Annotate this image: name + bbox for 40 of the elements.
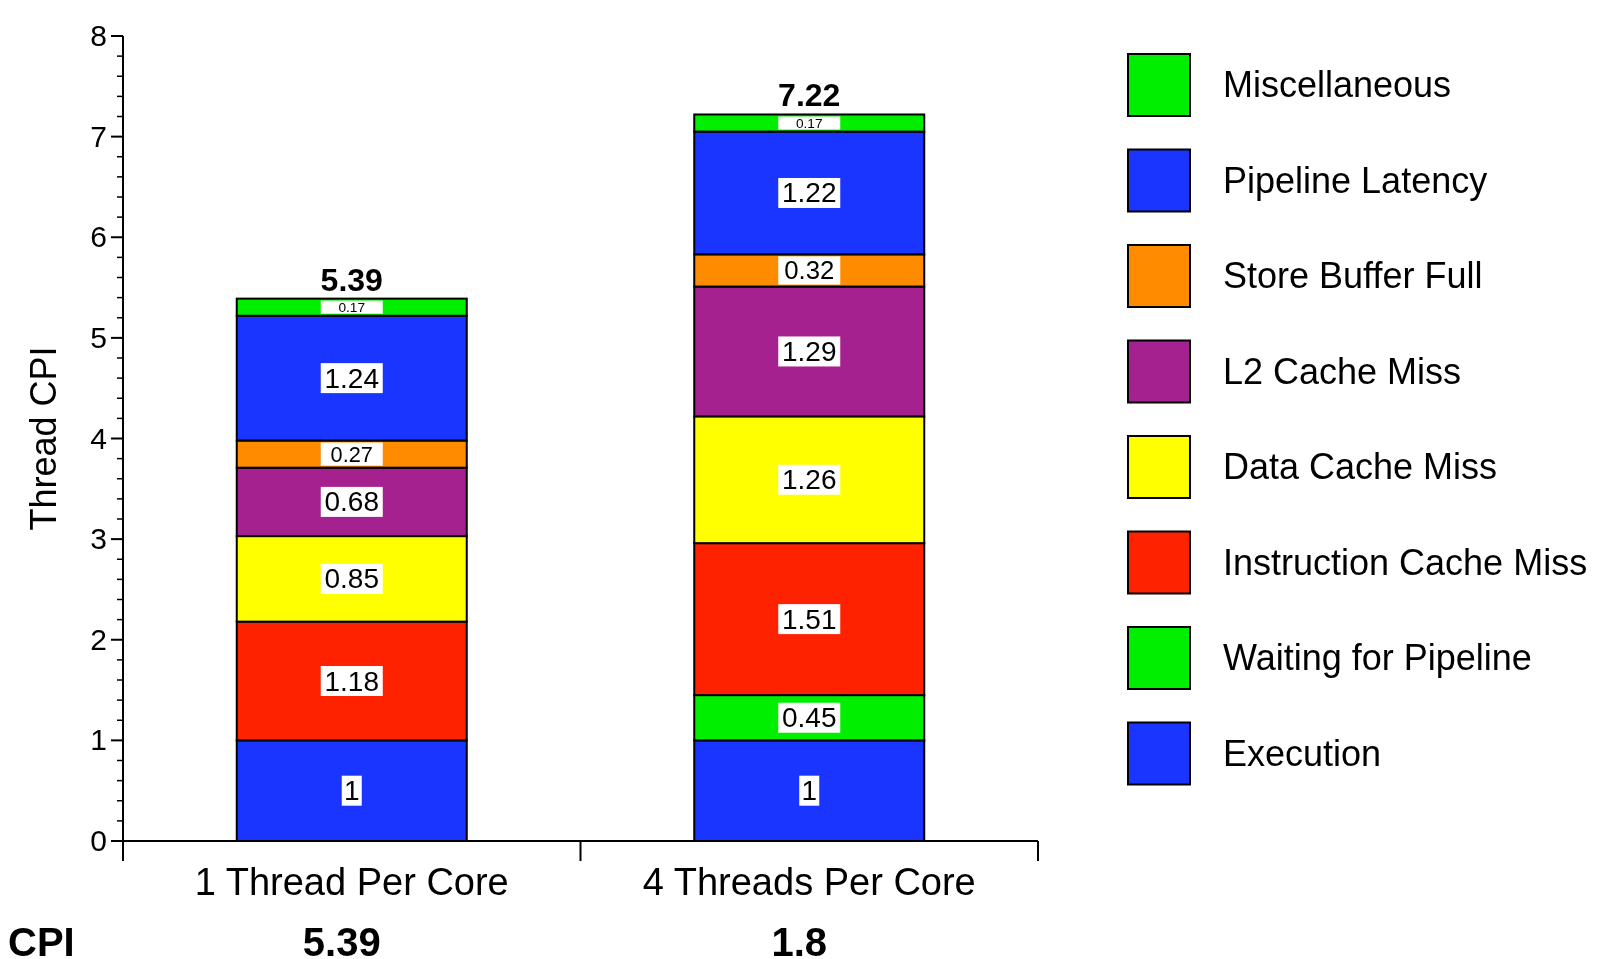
- text: CPI: [8, 920, 75, 959]
- total-label: 7.22: [778, 77, 841, 114]
- text: 1.8: [771, 920, 828, 959]
- y-tick-label: 2: [90, 622, 107, 656]
- y-tick-label: 4: [90, 421, 107, 455]
- data-label: 1.18: [324, 665, 379, 697]
- data-label: 0.85: [324, 563, 379, 595]
- data-label: 1.26: [782, 464, 837, 496]
- data-label: 1.51: [782, 603, 837, 635]
- x-tick-label: 1 Thread Per Core: [194, 861, 509, 903]
- legend-label: Waiting for Pipeline: [1223, 637, 1532, 678]
- y-tick-label: 5: [90, 320, 107, 354]
- legend-label: Pipeline Latency: [1223, 159, 1488, 201]
- data-label: 0.45: [782, 702, 837, 734]
- y-tick-label: 8: [90, 19, 107, 52]
- data-label: 1.22: [782, 177, 837, 209]
- total-label: 5.39: [320, 261, 383, 298]
- y-axis-title: Thread CPI: [23, 346, 64, 531]
- x-tick-label: 4 Threads Per Core: [642, 861, 976, 903]
- data-label: 0.17: [795, 115, 823, 131]
- data-label: 0.68: [324, 486, 379, 518]
- data-label: 1.29: [782, 335, 837, 367]
- y-tick-label: 3: [90, 522, 107, 556]
- data-label: 1.24: [324, 362, 379, 394]
- y-tick-label: 6: [90, 220, 107, 254]
- y-tick-label: 0: [90, 824, 107, 857]
- data-label: 1: [801, 775, 818, 807]
- data-label: 0.17: [338, 299, 366, 315]
- legend-label: Miscellaneous: [1223, 64, 1452, 105]
- legend-label: Instruction Cache Miss: [1223, 541, 1588, 583]
- text: 5.39: [302, 920, 381, 959]
- legend-label: Store Buffer Full: [1223, 255, 1483, 296]
- data-label: 1: [343, 775, 360, 807]
- data-label: 0.32: [784, 256, 835, 285]
- legend-label: Execution: [1223, 732, 1382, 774]
- data-label: 0.27: [330, 441, 373, 467]
- legend-label: Data Cache Miss: [1223, 446, 1498, 487]
- y-tick-label: 7: [90, 119, 107, 153]
- legend-label: L2 Cache Miss: [1223, 350, 1462, 392]
- y-tick-label: 1: [90, 723, 107, 757]
